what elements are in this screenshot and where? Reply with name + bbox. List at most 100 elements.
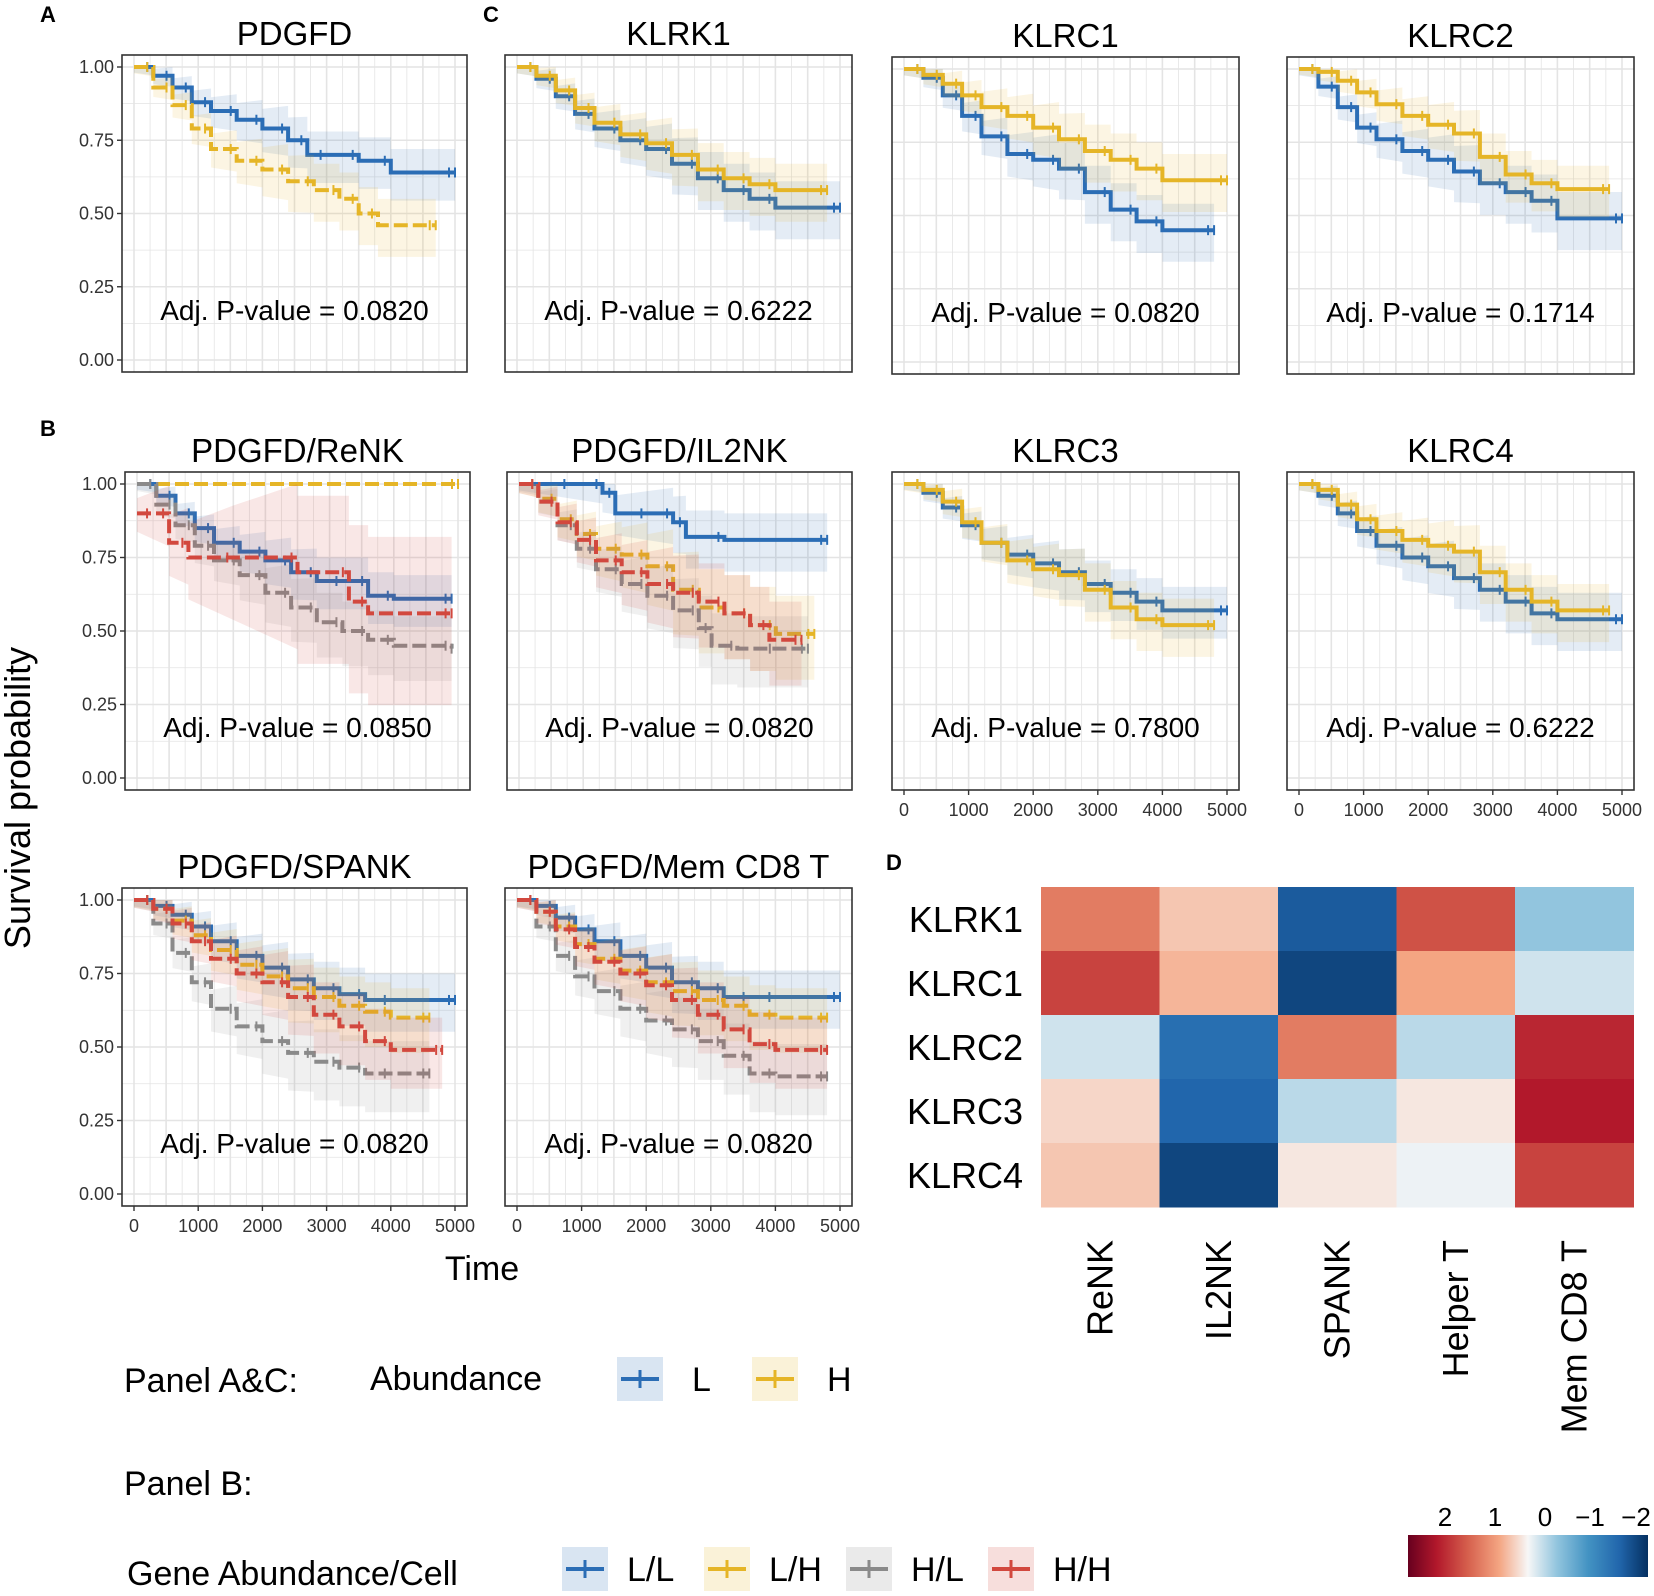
heatmap-row-label: KLRC4 — [907, 1155, 1023, 1196]
p-value-annotation: Adj. P-value = 0.1714 — [1326, 297, 1595, 328]
color-scale-tick: −1 — [1575, 1502, 1605, 1532]
survival-line — [1299, 67, 1610, 192]
x-tick-label: 1000 — [1344, 800, 1384, 820]
plot-frame — [891, 471, 1240, 791]
heatmap-column-label: Helper T — [1435, 1240, 1476, 1377]
heatmap-cell — [1515, 1143, 1634, 1208]
heatmap-cell — [1159, 1079, 1279, 1144]
survival-line — [1299, 482, 1610, 613]
heatmap-cell — [1515, 1015, 1634, 1080]
km-series — [517, 62, 829, 222]
km-series — [1299, 64, 1623, 251]
heatmap-cell — [1396, 1079, 1516, 1144]
survival-chart: PDGFD/Mem CD8 T Adj. P-value = 0.0820 0 100… — [504, 848, 860, 1236]
x-tick-label: 1000 — [949, 800, 989, 820]
plot-frame — [504, 887, 853, 1207]
legend-label: H — [827, 1361, 852, 1399]
p-value-annotation: Adj. P-value = 0.0820 — [160, 1128, 429, 1159]
survival-chart: KLRC4 Adj. P-value = 0.6222 0 1000 2000 3000 4… — [1286, 432, 1642, 820]
survival-line — [517, 898, 828, 1079]
heatmap-cell — [1515, 951, 1634, 1016]
plot-frame — [1286, 56, 1635, 375]
y-axis-title: Survival probability — [0, 647, 38, 949]
km-series — [519, 479, 829, 572]
heatmap-cell — [1515, 887, 1634, 952]
heatmap-row-label: KLRC3 — [907, 1091, 1023, 1132]
color-scale-bar — [1408, 1535, 1648, 1577]
survival-chart: KLRC3 Adj. P-value = 0.7800 0 1000 2000 3000 4… — [891, 432, 1247, 820]
legend-panel-b-subtitle: Gene Abundance/Cell — [127, 1555, 458, 1593]
y-tick-label: 0.50 — [82, 621, 117, 641]
confidence-band — [517, 900, 828, 1116]
survival-panels: PDGFD Adj. P-value = 0.0820 1.00 0.75 0.50 0.… — [79, 15, 1642, 1236]
km-series — [904, 64, 1228, 212]
chart-title: KLRK1 — [626, 15, 731, 52]
survival-chart: KLRC2 Adj. P-value = 0.1714 — [1286, 17, 1635, 375]
confidence-band — [134, 67, 455, 201]
x-tick-label: 2000 — [1013, 800, 1053, 820]
confidence-band — [137, 484, 452, 627]
survival-line — [1299, 67, 1622, 221]
chart-title: PDGFD/IL2NK — [571, 432, 787, 469]
km-series — [1299, 64, 1611, 218]
survival-line — [134, 898, 430, 1076]
km-series — [904, 479, 1216, 657]
heatmap-cell — [1278, 1015, 1397, 1080]
heatmap-cell — [1396, 951, 1516, 1016]
survival-chart: KLRK1 Adj. P-value = 0.6222 — [504, 15, 853, 373]
legend-key — [562, 1547, 608, 1591]
x-tick-label: 0 — [899, 800, 909, 820]
x-tick-label: 3000 — [1473, 800, 1513, 820]
x-tick-label: 2000 — [242, 1216, 282, 1236]
km-series — [137, 479, 459, 489]
heatmap-cell — [1041, 951, 1160, 1016]
x-tick-label: 1000 — [562, 1216, 602, 1236]
legend-panel-ac-title: Panel A&C: — [124, 1362, 298, 1400]
p-value-annotation: Adj. P-value = 0.0820 — [931, 297, 1200, 328]
color-scale-tick: 0 — [1538, 1502, 1552, 1532]
plot-frame — [506, 471, 853, 791]
survival-line — [134, 898, 443, 1052]
heatmap-cell — [1278, 1079, 1397, 1144]
x-tick-label: 0 — [1294, 800, 1304, 820]
p-value-annotation: Adj. P-value = 0.0820 — [545, 712, 814, 743]
km-series — [137, 479, 454, 684]
p-value-annotation: Adj. P-value = 0.6222 — [544, 295, 813, 326]
y-tick-label: 0.75 — [79, 964, 114, 984]
legend-panel-b-items: L/L L/H H/L H/H — [562, 1547, 1112, 1591]
panel-letter-d: D — [886, 850, 902, 875]
confidence-band — [519, 484, 808, 688]
survival-chart: PDGFD/SPANK Adj. P-value = 0.0820 1.00 0.75… — [79, 848, 475, 1236]
heatmap-cell — [1278, 1143, 1397, 1208]
legend-label: H/H — [1053, 1551, 1112, 1589]
p-value-annotation: Adj. P-value = 0.0820 — [544, 1128, 813, 1159]
survival-line — [904, 67, 1227, 183]
p-value-annotation: Adj. P-value = 0.0850 — [163, 712, 432, 743]
heatmap-cell — [1159, 1143, 1279, 1208]
km-series — [134, 895, 431, 1113]
x-tick-label: 0 — [129, 1216, 139, 1236]
x-tick-label: 5000 — [1602, 800, 1642, 820]
color-scale-tick: −2 — [1621, 1502, 1651, 1532]
heatmap-column-label: IL2NK — [1198, 1240, 1239, 1340]
plot-frame — [504, 54, 853, 373]
survival-line — [517, 65, 828, 193]
km-series — [134, 62, 437, 257]
survival-line — [134, 65, 455, 175]
color-scale-tick: 2 — [1438, 1502, 1452, 1532]
legend-key — [752, 1357, 798, 1401]
x-tick-label: 1000 — [178, 1216, 218, 1236]
heatmap-cell — [1041, 1015, 1160, 1080]
chart-title: KLRC1 — [1012, 17, 1118, 54]
panel-letter-a: A — [40, 2, 56, 27]
km-series — [904, 64, 1216, 262]
km-series — [517, 895, 829, 1116]
heatmap-row-label: KLRK1 — [909, 899, 1023, 940]
confidence-band — [1299, 69, 1622, 251]
x-tick-label: 2000 — [626, 1216, 666, 1236]
panel-letter-c: C — [483, 2, 499, 27]
survival-line — [137, 511, 452, 616]
y-tick-label: 0.50 — [79, 204, 114, 224]
